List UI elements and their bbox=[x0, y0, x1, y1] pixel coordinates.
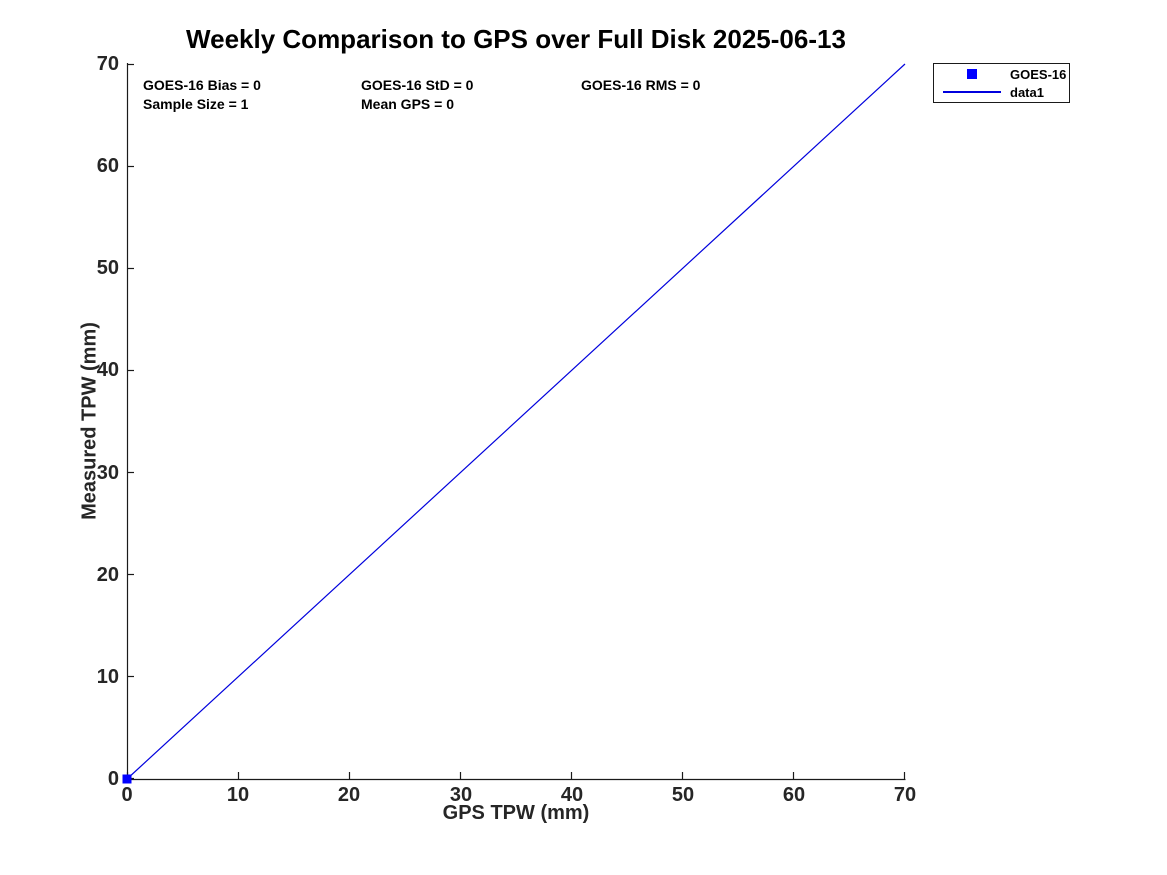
x-axis-label: GPS TPW (mm) bbox=[442, 802, 590, 824]
y-axis-label: Measured TPW (mm) bbox=[78, 322, 101, 520]
x-tick-label: 40 bbox=[560, 784, 584, 806]
y-tick-label: 60 bbox=[96, 155, 119, 177]
legend-entry-data1: data1 bbox=[934, 84, 1069, 100]
x-tick-label: 0 bbox=[121, 784, 133, 806]
x-tick-label: 10 bbox=[226, 784, 250, 806]
y-tick-label: 0 bbox=[107, 768, 119, 790]
y-tick-label: 10 bbox=[96, 666, 119, 688]
x-axis bbox=[126, 772, 906, 781]
data1-line bbox=[126, 63, 906, 780]
legend-line-icon bbox=[934, 91, 1010, 93]
y-tick-label: 50 bbox=[96, 257, 119, 279]
legend-label: data1 bbox=[1010, 84, 1044, 100]
y-tick-label: 30 bbox=[96, 462, 119, 484]
chart-title: Weekly Comparison to GPS over Full Disk … bbox=[186, 24, 846, 54]
y-tick-label: 40 bbox=[96, 359, 119, 381]
legend-label: GOES-16 bbox=[1010, 66, 1067, 82]
goes16-origin-marker bbox=[122, 774, 132, 784]
y-axis bbox=[126, 63, 134, 780]
annotation-mean-gps: Mean GPS = 0 bbox=[361, 96, 454, 112]
legend-entry-goes16: GOES-16 bbox=[934, 66, 1069, 82]
legend: GOES-16 data1 bbox=[933, 63, 1070, 103]
annotation-std: GOES-16 StD = 0 bbox=[361, 77, 474, 93]
annotation-rms: GOES-16 RMS = 0 bbox=[581, 77, 701, 93]
x-tick-label: 30 bbox=[449, 784, 473, 806]
x-tick-label: 70 bbox=[893, 784, 917, 806]
x-tick-label: 50 bbox=[671, 784, 695, 806]
y-tick-label: 70 bbox=[96, 53, 119, 75]
x-tick-label: 20 bbox=[337, 784, 361, 806]
annotation-bias: GOES-16 Bias = 0 bbox=[143, 77, 261, 93]
x-tick-label: 60 bbox=[782, 784, 806, 806]
y-tick-label: 20 bbox=[96, 564, 119, 586]
annotation-sample-size: Sample Size = 1 bbox=[143, 96, 249, 112]
legend-square-marker-icon bbox=[934, 69, 1010, 79]
